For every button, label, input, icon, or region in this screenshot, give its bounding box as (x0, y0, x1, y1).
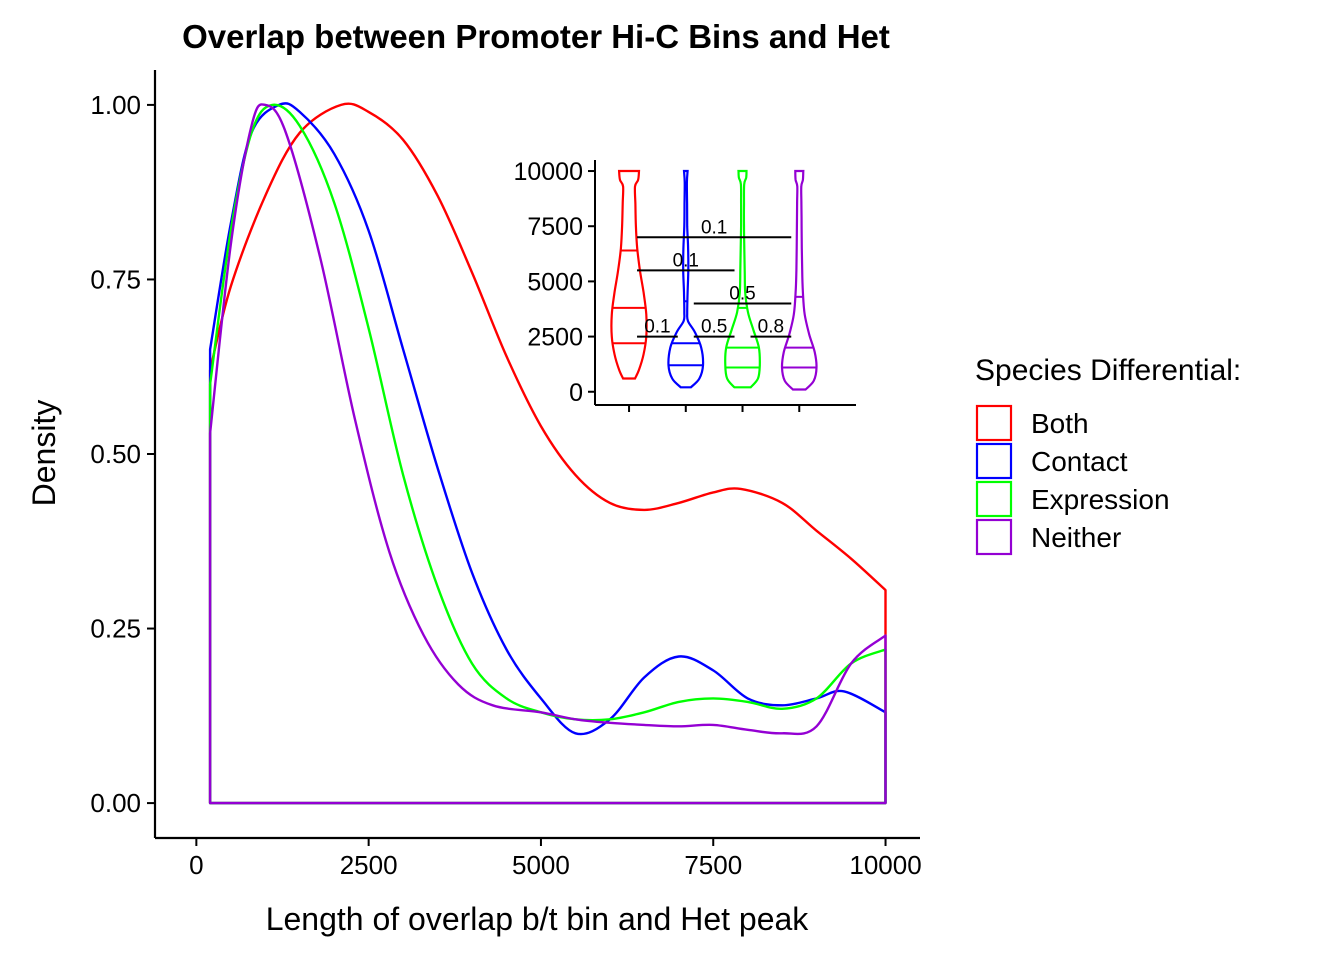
legend-label-both: Both (1031, 408, 1089, 439)
density-line-contact (208, 102, 887, 805)
legend-swatch-neither (975, 518, 1013, 556)
violin-both (610, 169, 648, 380)
comparison-p-label: 0.5 (701, 317, 727, 338)
legend-label-neither: Neither (1031, 522, 1121, 553)
main-series (208, 102, 887, 805)
chart-title: Overlap between Promoter Hi-C Bins and H… (182, 18, 890, 55)
violin-expression (724, 169, 761, 389)
y-tick-label: 0.75 (90, 264, 141, 294)
violin-contact (667, 169, 705, 389)
x-tick-label: 7500 (684, 850, 742, 880)
inset-y-tick-label: 10000 (513, 158, 583, 186)
x-axis-title: Length of overlap b/t bin and Het peak (266, 901, 810, 937)
inset-y-tick-label: 2500 (527, 324, 583, 352)
inset-y-tick-label: 0 (569, 379, 583, 407)
comparison-p-label: 0.5 (729, 283, 755, 304)
x-tick-label: 10000 (849, 850, 921, 880)
density-line-neither (208, 103, 887, 805)
legend-title: Species Differential: (975, 354, 1241, 387)
legend-swatch-both (975, 404, 1013, 442)
y-tick-label: 1.00 (90, 90, 141, 120)
legend-label-expression: Expression (1031, 484, 1170, 515)
legend-label-contact: Contact (1031, 446, 1128, 477)
legend: Species Differential: Both Contact Express… (975, 354, 1241, 556)
density-line-both (208, 102, 887, 805)
comparison-p-label: 0.8 (758, 317, 784, 338)
x-tick-label: 5000 (512, 850, 570, 880)
violin-neither (780, 169, 818, 391)
legend-swatch-expression (975, 480, 1013, 518)
comparison-p-label: 0.1 (644, 317, 670, 338)
inset-y-tick-label: 7500 (527, 213, 583, 241)
inset-y-tick-label: 5000 (527, 268, 583, 296)
y-axis-title: Density (26, 400, 62, 507)
comparison-p-label: 0.1 (701, 217, 727, 238)
x-tick-label: 0 (189, 850, 203, 880)
y-tick-label: 0.50 (90, 439, 141, 469)
legend-swatch-contact (975, 442, 1013, 480)
y-tick-label: 0.25 (90, 614, 141, 644)
density-line-expression (208, 103, 887, 805)
y-tick-label: 0.00 (90, 788, 141, 818)
x-tick-label: 2500 (340, 850, 398, 880)
comparison-p-label: 0.1 (673, 250, 699, 271)
